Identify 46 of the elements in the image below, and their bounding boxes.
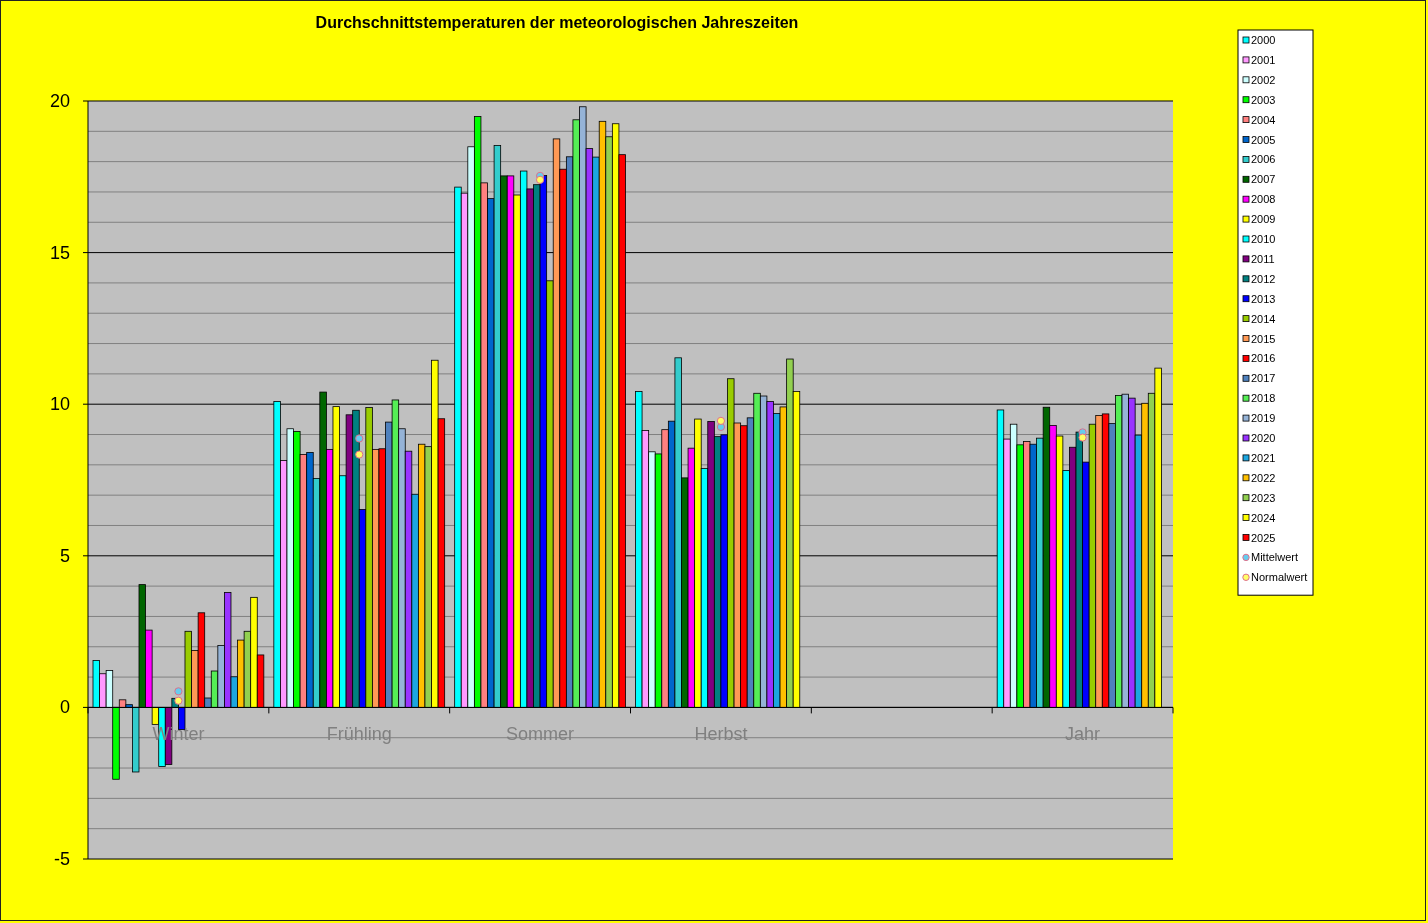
y-tick-label: 20 <box>49 91 70 111</box>
legend-label: Normalwert <box>1251 571 1308 584</box>
y-tick-label: 15 <box>49 242 70 263</box>
point <box>355 450 364 459</box>
y-tick-label: 10 <box>49 394 70 415</box>
legend-label: 2009 <box>1251 213 1276 226</box>
x-tick-label: Jahr <box>1065 724 1101 745</box>
legend-label: 2016 <box>1251 352 1276 365</box>
point <box>535 175 545 184</box>
point <box>174 696 183 705</box>
point <box>1078 433 1087 442</box>
legend-label: 2018 <box>1251 392 1276 405</box>
legend-label: 2017 <box>1251 372 1276 385</box>
legend-label: 2021 <box>1251 451 1276 464</box>
legend-label: 2012 <box>1251 272 1276 285</box>
legend-label: 2013 <box>1251 292 1276 305</box>
x-tick-label: Frühling <box>326 724 392 745</box>
legend-label: 2011 <box>1251 252 1275 265</box>
legend-label: 2004 <box>1251 113 1276 126</box>
legend-label: 2001 <box>1251 53 1276 66</box>
legend-label: 2002 <box>1251 73 1276 86</box>
legend-label: 2024 <box>1251 511 1276 524</box>
legend-label: 2010 <box>1251 233 1276 245</box>
legend-label: 2019 <box>1251 412 1276 425</box>
legend-label: 2015 <box>1251 332 1276 345</box>
legend-label: 2000 <box>1251 34 1276 46</box>
legend-label: 2020 <box>1251 432 1276 444</box>
point <box>355 434 364 443</box>
legend-label: 2025 <box>1251 531 1276 544</box>
point <box>716 416 726 425</box>
legend-label: 2023 <box>1251 491 1276 504</box>
point <box>174 687 183 696</box>
legend-label: Mittelwert <box>1251 551 1299 564</box>
legend-label: 2007 <box>1251 173 1276 186</box>
y-tick-label: 5 <box>59 545 70 566</box>
y-tick-label: -5 <box>53 849 70 869</box>
legend-label: 2006 <box>1251 153 1276 166</box>
legend-label: 2022 <box>1251 471 1276 484</box>
y-tick-label: 0 <box>59 697 70 718</box>
chart-title: Durchschnittstemperaturen der meteorologischen Jahreszeiten <box>315 14 799 31</box>
legend-label: 2005 <box>1251 133 1276 146</box>
legend-label: 2008 <box>1251 193 1276 206</box>
legend-label: 2003 <box>1251 93 1276 106</box>
x-tick-label: Sommer <box>506 724 575 745</box>
legend-label: 2014 <box>1251 312 1276 325</box>
x-tick-label: Herbst <box>694 724 748 745</box>
